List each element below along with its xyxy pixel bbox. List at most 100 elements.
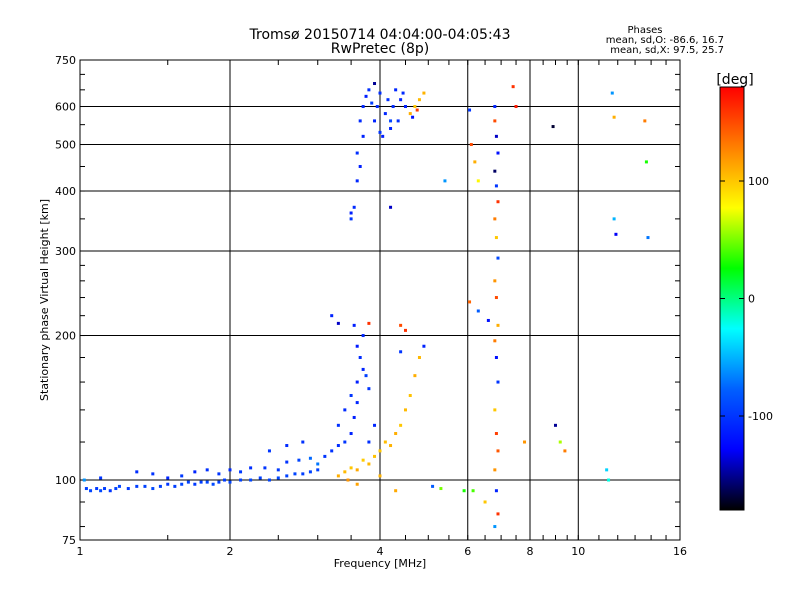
data-point [358,164,362,168]
x-tick-label: 10 [571,545,585,558]
data-point [293,472,297,476]
data-point [514,105,518,109]
y-axis-ticks: 75 100 200 300 400 500 600 750 [55,54,680,547]
colorbar: [deg] 100 0 -100 [716,72,773,511]
data-point [336,444,340,448]
data-point [126,487,130,491]
data-point [358,119,362,123]
data-point [493,525,497,529]
data-point [82,478,86,482]
data-point [411,115,415,119]
data-point [217,472,221,476]
data-point [408,394,412,398]
y-tick-label: 500 [55,139,76,152]
data-point [389,444,393,448]
data-point [135,484,139,488]
data-point [308,456,312,460]
data-point [114,487,118,491]
data-point [343,408,347,412]
data-point [361,334,365,338]
phase-box-line-o: mean, sd,O: -86.6, 16.7 [606,35,724,46]
y-tick-label: 300 [55,245,76,258]
data-point [494,184,498,188]
data-point [249,466,253,470]
data-point [607,478,611,482]
data-point [496,512,500,516]
colorbar-label: [deg] [716,72,753,88]
data-point [610,91,614,95]
data-point [343,440,347,444]
data-point [644,160,648,164]
data-point [468,300,472,304]
data-point [370,101,374,105]
data-point [276,476,280,480]
data-point [413,374,417,378]
data-point [496,200,500,204]
data-point [336,423,340,427]
data-point [494,296,498,300]
x-axis-ticks: 1 2 4 6 8 10 16 [77,60,687,558]
data-point [396,119,400,123]
data-point [249,478,253,482]
data-point [301,440,305,444]
data-point [469,143,473,147]
data-point [358,355,362,359]
data-point [355,482,359,486]
data-point [258,476,262,480]
data-point [614,232,618,236]
data-point [486,318,490,322]
colorbar-tick-label: 0 [748,293,755,306]
data-point [483,500,487,504]
data-point [646,236,650,240]
data-point [276,468,280,472]
data-point [297,458,301,462]
x-tick-label: 1 [77,545,84,558]
data-point [349,432,353,436]
data-point [355,344,359,348]
data-point [494,236,498,240]
data-point [612,115,616,119]
data-point [496,449,500,453]
data-point [403,408,407,412]
data-point [413,105,417,109]
data-point [166,476,170,480]
data-point [408,112,412,116]
data-point [193,470,197,474]
data-point [415,108,419,112]
data-point [493,279,497,283]
data-point [151,472,155,476]
chart-subtitle: RwPretec (8p) [331,41,429,57]
y-tick-label: 200 [55,330,76,343]
data-point [476,179,480,183]
y-tick-label: 750 [55,54,76,67]
data-point [103,487,107,491]
x-tick-label: 2 [227,545,234,558]
data-point [180,474,184,478]
x-tick-label: 8 [527,545,534,558]
data-point [471,489,475,493]
data-point [493,169,497,173]
data-point [375,105,379,109]
data-point [403,105,407,109]
data-point [373,423,377,427]
data-point [373,454,377,458]
data-point [367,321,371,325]
data-point [301,472,305,476]
data-point [494,489,498,493]
data-point [223,478,227,482]
data-point [193,482,197,486]
data-point [381,134,385,138]
data-point [158,484,162,488]
data-point [394,489,398,493]
phase-box: Phases mean, sd,O: -86.6, 16.7 mean, sd,… [606,25,724,56]
data-point [431,484,435,488]
data-point [378,130,382,134]
data-point [343,470,347,474]
data-point [228,468,232,472]
data-point [373,82,377,86]
grid-lines [80,60,680,540]
data-point [383,112,387,116]
y-tick-label: 400 [55,185,76,198]
x-tick-label: 6 [464,545,471,558]
y-tick-label: 100 [55,474,76,487]
